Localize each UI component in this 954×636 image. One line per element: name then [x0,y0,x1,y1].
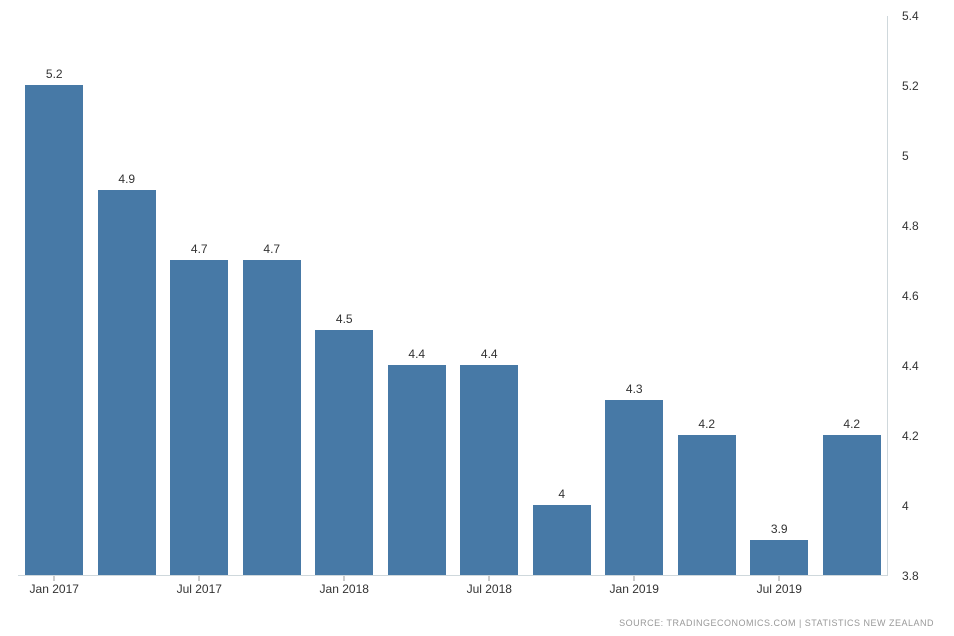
x-tick-label: Jan 2017 [30,582,79,596]
bar-value-label: 4.4 [460,347,518,361]
bar-value-label: 4.2 [823,417,881,431]
bar-value-label: 4.3 [605,382,663,396]
bar-value-label: 4.4 [388,347,446,361]
bar-value-label: 3.9 [750,522,808,536]
bar-value-label: 4 [533,487,591,501]
y-tick-label: 4.2 [902,429,919,443]
source-attribution: SOURCE: TRADINGECONOMICS.COM | STATISTIC… [619,618,934,628]
bar-value-label: 4.2 [678,417,736,431]
x-axis: Jan 2017 Jul 2017 Jan 2018 Jul 2018 Jan 2019… [18,582,888,602]
bar: 4.3 [605,400,663,575]
bar-value-label: 4.7 [243,242,301,256]
y-axis: 3.844.24.44.64.855.25.4 [896,16,936,576]
x-tick-label: Jan 2019 [610,582,659,596]
chart-container: 5.24.94.74.74.54.44.444.34.23.94.2 3.844… [0,0,954,636]
bar-value-label: 5.2 [25,67,83,81]
x-tick-mark [199,576,200,581]
y-tick-label: 5.4 [902,9,919,23]
bar: 4.9 [98,190,156,575]
bar: 3.9 [750,540,808,575]
x-tick-label: Jan 2018 [320,582,369,596]
plot-area: 5.24.94.74.74.54.44.444.34.23.94.2 [18,16,888,576]
bar: 4.2 [678,435,736,575]
x-tick-label: Jul 2019 [757,582,802,596]
bar: 4.5 [315,330,373,575]
bars-group: 5.24.94.74.74.54.44.444.34.23.94.2 [18,16,887,575]
bar: 4.4 [388,365,446,575]
bar: 4 [533,505,591,575]
x-tick-mark [344,576,345,581]
x-tick-label: Jul 2018 [467,582,512,596]
x-tick-label: Jul 2017 [177,582,222,596]
bar: 5.2 [25,85,83,575]
x-tick-mark [634,576,635,581]
bar: 4.7 [243,260,301,575]
y-tick-label: 3.8 [902,569,919,583]
bar: 4.7 [170,260,228,575]
y-tick-label: 4.4 [902,359,919,373]
y-tick-label: 4 [902,499,909,513]
y-tick-label: 4.8 [902,219,919,233]
bar-value-label: 4.7 [170,242,228,256]
x-tick-mark [54,576,55,581]
bar: 4.2 [823,435,881,575]
x-tick-mark [779,576,780,581]
y-tick-label: 5.2 [902,79,919,93]
x-tick-mark [489,576,490,581]
bar-value-label: 4.5 [315,312,373,326]
y-tick-label: 4.6 [902,289,919,303]
y-tick-label: 5 [902,149,909,163]
bar: 4.4 [460,365,518,575]
bar-value-label: 4.9 [98,172,156,186]
